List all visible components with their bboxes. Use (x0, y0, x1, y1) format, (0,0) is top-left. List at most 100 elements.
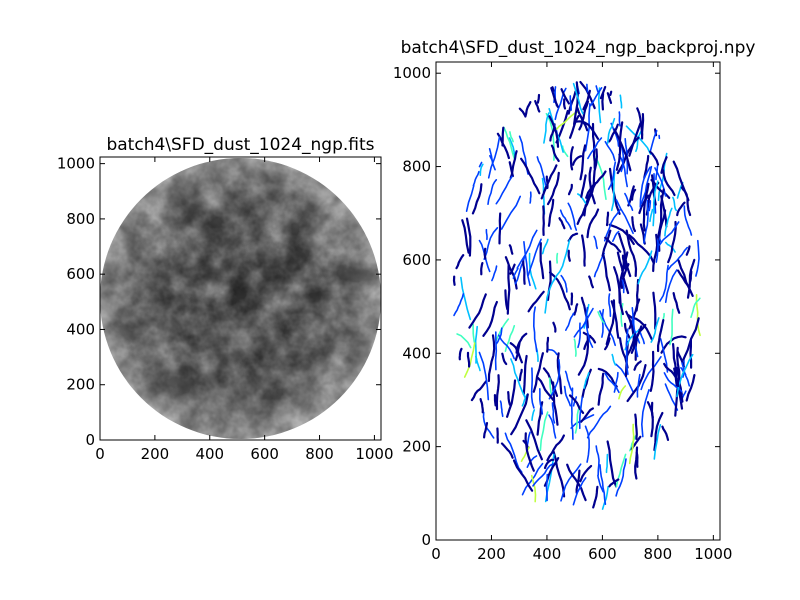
left-panel: batch4\SFD_dust_1024_ngp.fits 0 200 400 600… (57, 135, 394, 463)
filament-contour (611, 353, 617, 366)
filament-contour (561, 145, 569, 158)
filament-contour (567, 202, 578, 231)
filament-contour (489, 155, 494, 163)
filament-contour (527, 238, 542, 276)
filament-contour (607, 161, 617, 190)
filament-contour (628, 122, 642, 157)
filament-contour (588, 166, 596, 205)
filament-contour (539, 411, 549, 451)
filament-contour (613, 371, 619, 393)
filament-contour (567, 90, 577, 115)
filament-contour (509, 342, 523, 364)
filament-contour (525, 419, 543, 461)
filament-contour (618, 111, 621, 127)
filament-contour (583, 372, 590, 389)
filament-contour (635, 129, 643, 153)
filament-contour (676, 353, 694, 398)
filament-contour (610, 300, 620, 339)
filament-contour (660, 335, 687, 354)
filament-contour (567, 183, 573, 196)
filament-contour (453, 293, 465, 317)
filament-contour (494, 331, 498, 371)
filament-contour (655, 239, 659, 263)
filament-contour (545, 473, 549, 502)
left-axis-ticks: 0 200 400 600 800 1000 0 200 400 600 800 1000 (57, 155, 394, 463)
filament-contour (547, 198, 555, 227)
filament-contour (471, 183, 483, 215)
filament-contour (522, 354, 528, 396)
filament-contour (659, 264, 669, 302)
filament-contour (582, 331, 597, 344)
left-x-tick-label: 400 (195, 445, 224, 463)
filament-contour (500, 442, 514, 459)
filament-contour (652, 291, 657, 330)
filament-contour (498, 334, 515, 360)
filament-contour (586, 208, 600, 239)
filament-contour (537, 377, 555, 401)
filament-contour (672, 196, 678, 212)
filament-contour (501, 352, 508, 366)
filament-contour (542, 205, 545, 236)
filament-contour (546, 434, 565, 462)
filament-contour (615, 121, 624, 171)
filament-contour (589, 87, 603, 107)
filament-contour (636, 107, 644, 137)
right-chart-title: batch4\SFD_dust_1024_ngp_backproj.npy (401, 38, 756, 58)
filament-contour (623, 322, 631, 340)
filament-contour (547, 348, 558, 356)
filament-contour (663, 362, 680, 387)
filament-contour (584, 103, 591, 152)
filament-contour (649, 130, 658, 152)
filament-contour (618, 385, 627, 400)
filament-contour (503, 126, 515, 160)
filament-contour (472, 170, 480, 187)
filament-contour (657, 188, 665, 239)
filament-contour (642, 182, 650, 232)
filament-contour (543, 112, 550, 144)
filament-contour (536, 93, 541, 104)
filament-contour (615, 199, 634, 235)
filament-contour (534, 100, 541, 113)
filament-contour (485, 228, 488, 241)
filament-contour (478, 351, 490, 401)
filament-contour (550, 87, 559, 108)
right-x-tick-label: 1000 (694, 545, 732, 563)
filament-contour (504, 289, 509, 311)
dust-map-dark-texture (100, 158, 381, 439)
filament-contour (465, 184, 475, 212)
filament-contour (500, 195, 521, 230)
filament-contour (581, 234, 586, 267)
filament-contour (579, 144, 587, 181)
filament-contour (504, 432, 523, 473)
filament-contour (456, 333, 472, 349)
filament-contour (548, 414, 557, 439)
filament-contour (541, 238, 549, 255)
filament-contour (621, 254, 627, 270)
filament-contour (530, 474, 537, 503)
filament-contour (634, 446, 639, 480)
filament-contour (572, 82, 584, 115)
filament-contour (621, 279, 625, 294)
left-y-tick-label: 1000 (57, 155, 95, 173)
filament-contour (560, 274, 568, 293)
filament-contour (633, 360, 642, 371)
filament-contour (604, 372, 620, 394)
filament-contour (479, 163, 484, 176)
left-y-tick-label: 400 (66, 320, 95, 338)
filament-contour (640, 165, 653, 205)
filament-contour (508, 244, 514, 255)
filament-contour (664, 207, 673, 237)
filament-contour (510, 358, 527, 399)
filament-contour (603, 208, 622, 242)
filament-contour (472, 323, 476, 343)
filament-contour (551, 86, 555, 92)
filament-contour (625, 229, 638, 277)
filament-contour (521, 394, 528, 407)
filament-contour (551, 402, 556, 424)
filament-contour (558, 217, 566, 230)
filament-contour (592, 485, 599, 509)
filament-contour (480, 262, 484, 276)
filament-contour (630, 325, 643, 354)
filament-contour (637, 250, 653, 285)
filament-contour (676, 201, 686, 217)
